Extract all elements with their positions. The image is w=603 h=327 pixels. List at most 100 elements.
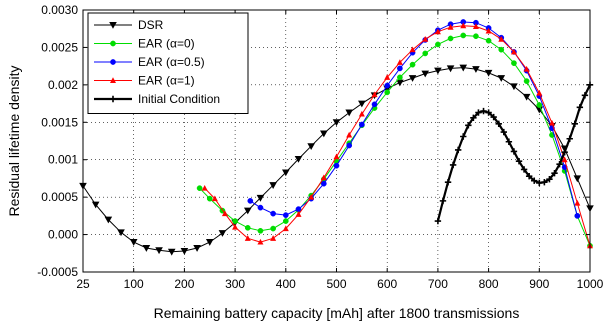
data-point: [465, 122, 472, 129]
legend-entry: EAR (α=1): [94, 74, 195, 88]
x-axis-label: Remaining battery capacity [mAh] after 1…: [154, 305, 520, 321]
data-point: [556, 161, 563, 168]
data-point: [371, 101, 378, 108]
data-point: [320, 130, 328, 138]
data-point: [221, 210, 228, 217]
data-point: [201, 184, 208, 191]
y-tick-label: -0.0005: [37, 265, 78, 279]
data-point: [346, 142, 353, 149]
data-point: [218, 230, 227, 237]
data-point: [397, 65, 403, 72]
data-point: [548, 119, 555, 126]
data-point: [422, 35, 429, 42]
x-tick-label: 700: [428, 277, 448, 291]
legend-entry: EAR (α=0): [94, 37, 195, 51]
data-point: [446, 65, 455, 73]
data-point: [525, 172, 533, 180]
data-point: [454, 146, 462, 154]
data-point: [475, 109, 482, 116]
x-tick-label: 1000: [577, 277, 603, 291]
data-point: [571, 120, 578, 127]
data-point: [434, 217, 442, 225]
legend-marker: [110, 40, 116, 47]
series-layer: [79, 19, 594, 256]
data-point: [91, 201, 100, 209]
y-tick-label: 0.002: [48, 78, 78, 92]
data-point: [510, 148, 518, 155]
x-tick-label: 100: [124, 277, 144, 291]
data-point: [408, 75, 417, 82]
data-point: [581, 92, 589, 99]
legend-marker: [110, 59, 116, 65]
data-point: [498, 46, 505, 53]
x-tick-label: 500: [326, 277, 346, 291]
data-point: [434, 67, 442, 75]
data-point: [409, 46, 416, 53]
data-point: [523, 65, 530, 72]
data-point: [196, 185, 203, 192]
data-point: [470, 114, 477, 121]
series-1: [196, 32, 593, 249]
data-point: [142, 245, 151, 252]
data-point: [531, 177, 538, 184]
data-point: [490, 113, 497, 121]
data-point: [497, 75, 506, 82]
data-point: [193, 245, 201, 252]
data-point: [485, 109, 492, 116]
data-point: [561, 156, 568, 163]
data-point: [576, 104, 584, 111]
legend-marker: [109, 22, 117, 29]
data-point: [574, 199, 581, 206]
x-tick-label: 400: [276, 277, 296, 291]
data-point: [384, 74, 391, 80]
data-point: [573, 175, 582, 183]
data-point: [439, 197, 447, 205]
data-point: [574, 213, 581, 219]
data-point: [270, 235, 277, 241]
data-point: [510, 48, 517, 55]
data-point: [500, 128, 508, 136]
data-point: [320, 174, 327, 181]
data-point: [447, 24, 454, 30]
legend-label: EAR (α=0): [138, 37, 195, 51]
data-point: [510, 83, 518, 91]
data-point: [485, 37, 492, 44]
data-point: [511, 60, 517, 66]
data-point: [396, 59, 403, 65]
data-point: [282, 169, 290, 177]
data-point: [155, 247, 163, 255]
series-line: [204, 25, 591, 246]
data-point: [333, 162, 340, 169]
data-point: [243, 207, 252, 215]
data-point: [566, 135, 573, 142]
data-point: [282, 212, 289, 218]
legend-layer: DSR EAR (α=0) EAR (α=0.5) EAR (α=1) Initial …: [87, 12, 249, 114]
data-point: [295, 211, 302, 217]
data-point: [206, 195, 213, 202]
data-point: [422, 50, 429, 57]
legend-label: DSR: [138, 18, 164, 32]
data-point: [247, 198, 254, 204]
data-point: [346, 131, 353, 138]
data-point: [345, 109, 353, 117]
data-point: [460, 32, 467, 39]
legend-label: Initial Condition: [138, 92, 220, 106]
data-point: [307, 143, 315, 151]
data-point: [472, 23, 479, 29]
y-tick-label: 0.0030: [41, 3, 78, 17]
data-point: [447, 35, 454, 42]
data-point: [535, 106, 544, 114]
data-point: [167, 248, 176, 256]
data-point: [384, 89, 391, 96]
data-point: [295, 206, 302, 212]
x-tick-label: 300: [225, 277, 245, 291]
legend-label: EAR (α=1): [138, 74, 195, 88]
data-point: [270, 210, 276, 217]
data-point: [117, 229, 125, 237]
y-axis-label: Residual lifetime density: [6, 66, 22, 217]
legend-marker: [110, 77, 116, 83]
data-point: [282, 225, 289, 232]
data-point: [409, 61, 416, 68]
data-point: [484, 69, 493, 77]
